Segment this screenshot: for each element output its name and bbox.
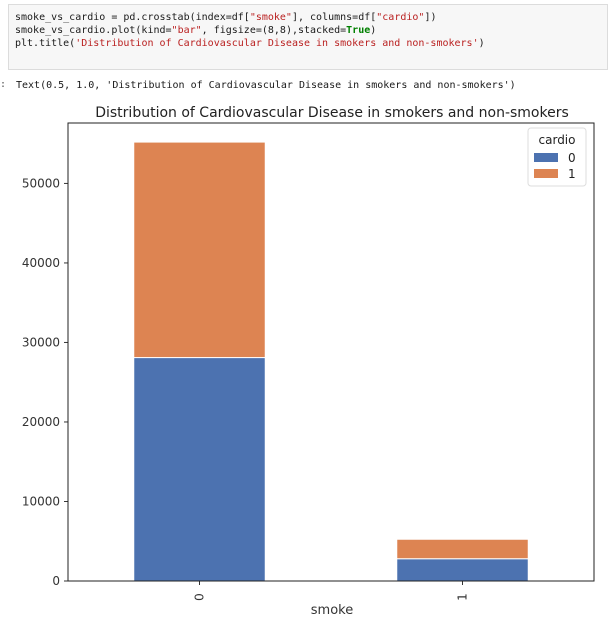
y-tick-label: 50000 — [22, 176, 60, 190]
legend-label-1: 1 — [568, 167, 576, 181]
chart-title: Distribution of Cardiovascular Disease i… — [95, 105, 569, 121]
code-line-2: smoke_vs_cardio.plot(kind="bar", figsize… — [15, 25, 377, 36]
plot-frame — [67, 122, 595, 582]
output-prompt: : — [0, 79, 7, 90]
x-axis-label: smoke — [311, 603, 353, 618]
legend: cardio 0 1 — [527, 127, 587, 187]
x-tick-label: 1 — [456, 593, 470, 601]
code-cell[interactable]: smoke_vs_cardio = pd.crosstab(index=df["… — [8, 4, 608, 70]
y-tick-label: 20000 — [22, 415, 60, 429]
code-line-3: plt.title('Distribution of Cardiovascula… — [15, 38, 485, 49]
bar-smoke-1-cardio-0 — [396, 558, 529, 582]
legend-title: cardio — [539, 133, 576, 147]
bar-smoke-0-cardio-1 — [133, 141, 266, 359]
bar-smoke-1-cardio-1 — [396, 538, 529, 560]
y-tick-label: 40000 — [22, 256, 60, 270]
output-text: Text(0.5, 1.0, 'Distribution of Cardiova… — [16, 80, 516, 91]
legend-swatch-0 — [534, 153, 558, 162]
y-tick-label: 10000 — [22, 494, 60, 508]
x-tick-label: 0 — [193, 593, 207, 601]
legend-label-0: 0 — [568, 151, 576, 165]
bar-smoke-0-cardio-0 — [133, 357, 266, 582]
y-tick-label: 30000 — [22, 335, 60, 349]
legend-swatch-1 — [534, 169, 558, 178]
y-tick-label: 0 — [52, 574, 60, 588]
code-line-1: smoke_vs_cardio = pd.crosstab(index=df["… — [15, 12, 437, 23]
